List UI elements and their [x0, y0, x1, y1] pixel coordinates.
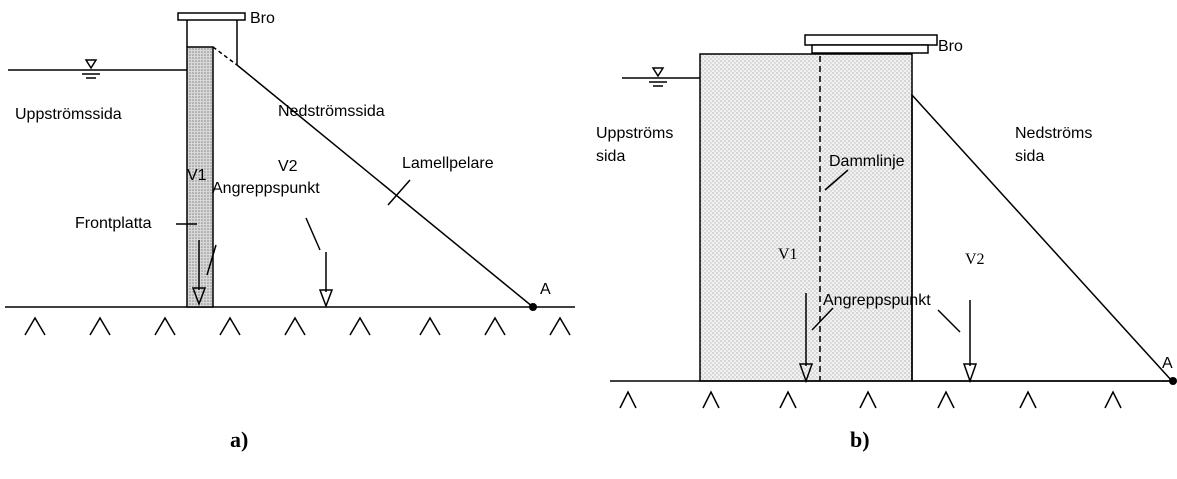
label: Uppströmssida [15, 106, 122, 123]
arrow-head [191, 287, 207, 307]
ground-hatch [24, 316, 571, 336]
label: Dammlinje [829, 153, 905, 170]
label: sida [1015, 148, 1044, 165]
bridge-base [811, 44, 929, 54]
label: Bro [250, 10, 275, 27]
label: Frontplatta [75, 215, 152, 232]
arrow-head [318, 289, 334, 309]
label: A [540, 281, 551, 298]
caption: b) [850, 427, 870, 452]
leader [811, 307, 834, 331]
label: sida [596, 148, 625, 165]
label: Nedströms [1015, 125, 1092, 142]
label: Lamellpelare [402, 155, 494, 172]
ground-hatch [619, 390, 1122, 409]
figure-b: Bro Uppströms sida Nedströms sida Dammli… [596, 34, 1177, 452]
label: Nedströmssida [278, 103, 385, 120]
label: V2 [278, 158, 298, 175]
label: A [1162, 355, 1173, 372]
leader [206, 244, 217, 276]
arrow-head [798, 363, 814, 384]
label: Bro [938, 38, 963, 55]
leader [824, 169, 849, 191]
arrow-head [962, 363, 978, 384]
leader [305, 217, 321, 251]
label: Uppströms [596, 125, 673, 142]
label: Angreppspunkt [212, 180, 320, 197]
bridge [177, 12, 246, 21]
caption: a) [230, 427, 248, 452]
water-symbol [649, 67, 667, 87]
leader [387, 179, 411, 206]
water-symbol [82, 59, 100, 79]
label: V2 [965, 251, 985, 268]
figure-a: Bro Uppströmssida Nedströmssida Lamellpe… [5, 10, 575, 452]
leader [937, 309, 961, 333]
label: V1 [778, 246, 798, 263]
point-a [529, 303, 537, 311]
bridge [804, 34, 938, 46]
point-a [1169, 377, 1177, 385]
pillar-edge [236, 64, 534, 308]
front-plate [186, 46, 214, 308]
dashed-edge [212, 46, 238, 66]
label: Angreppspunkt [823, 292, 931, 309]
label: V1 [187, 167, 207, 184]
